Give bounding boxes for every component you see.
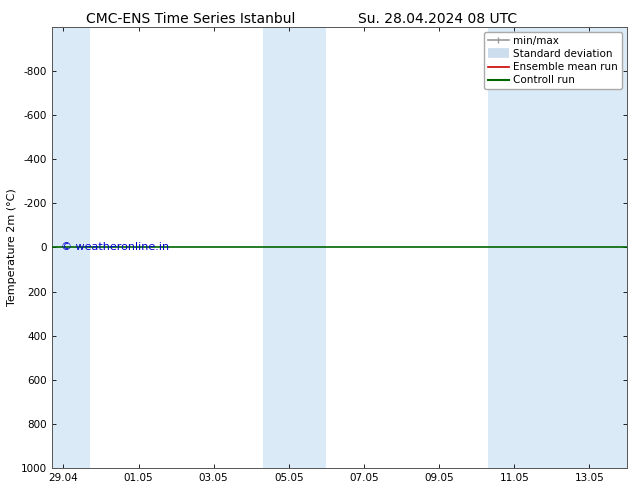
Bar [262,26,327,468]
Bar [52,26,89,468]
Y-axis label: Temperature 2m (°C): Temperature 2m (°C) [7,189,17,306]
Text: © weatheronline.in: © weatheronline.in [61,243,169,252]
Text: Su. 28.04.2024 08 UTC: Su. 28.04.2024 08 UTC [358,12,517,26]
Legend: min/max, Standard deviation, Ensemble mean run, Controll run: min/max, Standard deviation, Ensemble me… [484,32,622,90]
Bar [488,26,627,468]
Text: CMC-ENS Time Series Istanbul: CMC-ENS Time Series Istanbul [86,12,295,26]
